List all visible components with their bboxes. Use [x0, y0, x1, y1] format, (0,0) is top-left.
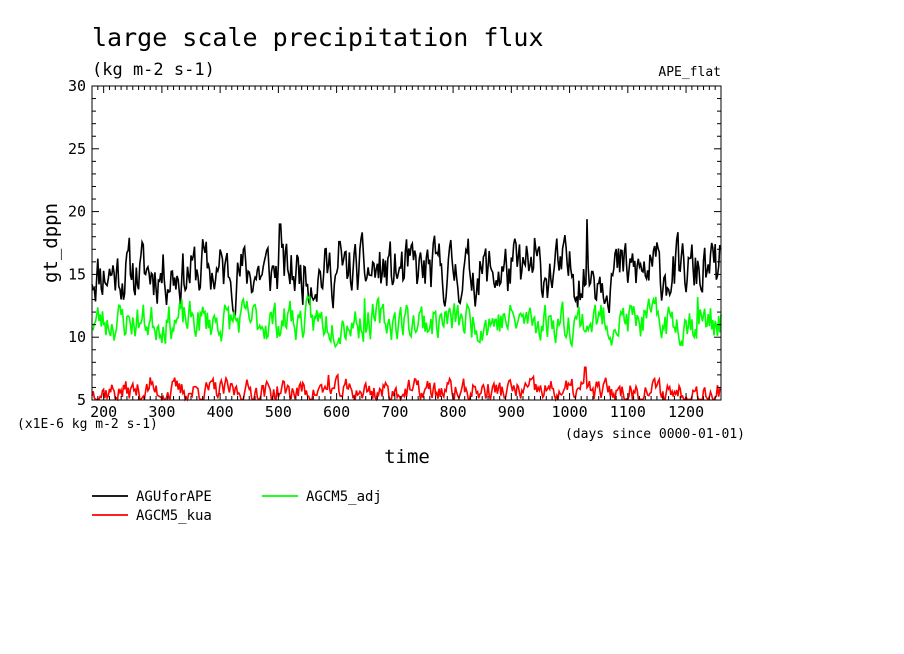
- chart-title: large scale precipitation flux: [92, 23, 544, 52]
- series-layer: [91, 219, 722, 403]
- x-tick-label: 900: [498, 403, 525, 421]
- y-tick-label: 30: [68, 77, 86, 95]
- x-tick-label: 1000: [552, 403, 588, 421]
- x-tick-label: 300: [148, 403, 175, 421]
- x-tick-label: 600: [323, 403, 350, 421]
- legend-label-aguforape: AGUforAPE: [136, 489, 212, 505]
- x-tick-label: 700: [381, 403, 408, 421]
- x-tick-label: 1100: [610, 403, 646, 421]
- x-tick-label: 500: [265, 403, 292, 421]
- series-line-aguforape: [91, 219, 722, 316]
- experiment-label: APE_flat: [658, 65, 721, 80]
- y-tick-label: 10: [68, 328, 86, 346]
- plot-frame: [91, 85, 722, 401]
- series-line-agcm5-kua: [91, 366, 722, 403]
- legend: AGUforAPE AGCM5_adj AGCM5_kua: [92, 489, 382, 524]
- x-units-label: (days since 0000-01-01): [565, 427, 745, 442]
- y-tick-label: 25: [68, 140, 86, 158]
- tick-layer: [91, 85, 722, 401]
- label-layer: 5 10 15 20 25 30 200 300 400 500 600 700 800 900 1000 1…: [68, 77, 704, 421]
- x-tick-label: 800: [440, 403, 467, 421]
- y-tick-label: 5: [77, 391, 86, 409]
- series-line-agcm5-adj: [91, 294, 722, 349]
- y-units-label: (x1E-6 kg m-2 s-1): [17, 417, 158, 432]
- x-tick-label: 1200: [668, 403, 704, 421]
- chart-subtitle: (kg m-2 s-1): [92, 60, 215, 80]
- y-tick-label: 20: [68, 203, 86, 221]
- legend-label-agcm5-adj: AGCM5_adj: [306, 489, 382, 505]
- x-axis-label: time: [384, 446, 430, 468]
- legend-label-agcm5-kua: AGCM5_kua: [136, 508, 212, 524]
- x-tick-label: 200: [90, 403, 117, 421]
- x-tick-label: 400: [207, 403, 234, 421]
- y-axis-label: gt_dppn: [40, 203, 62, 283]
- y-tick-label: 15: [68, 265, 86, 283]
